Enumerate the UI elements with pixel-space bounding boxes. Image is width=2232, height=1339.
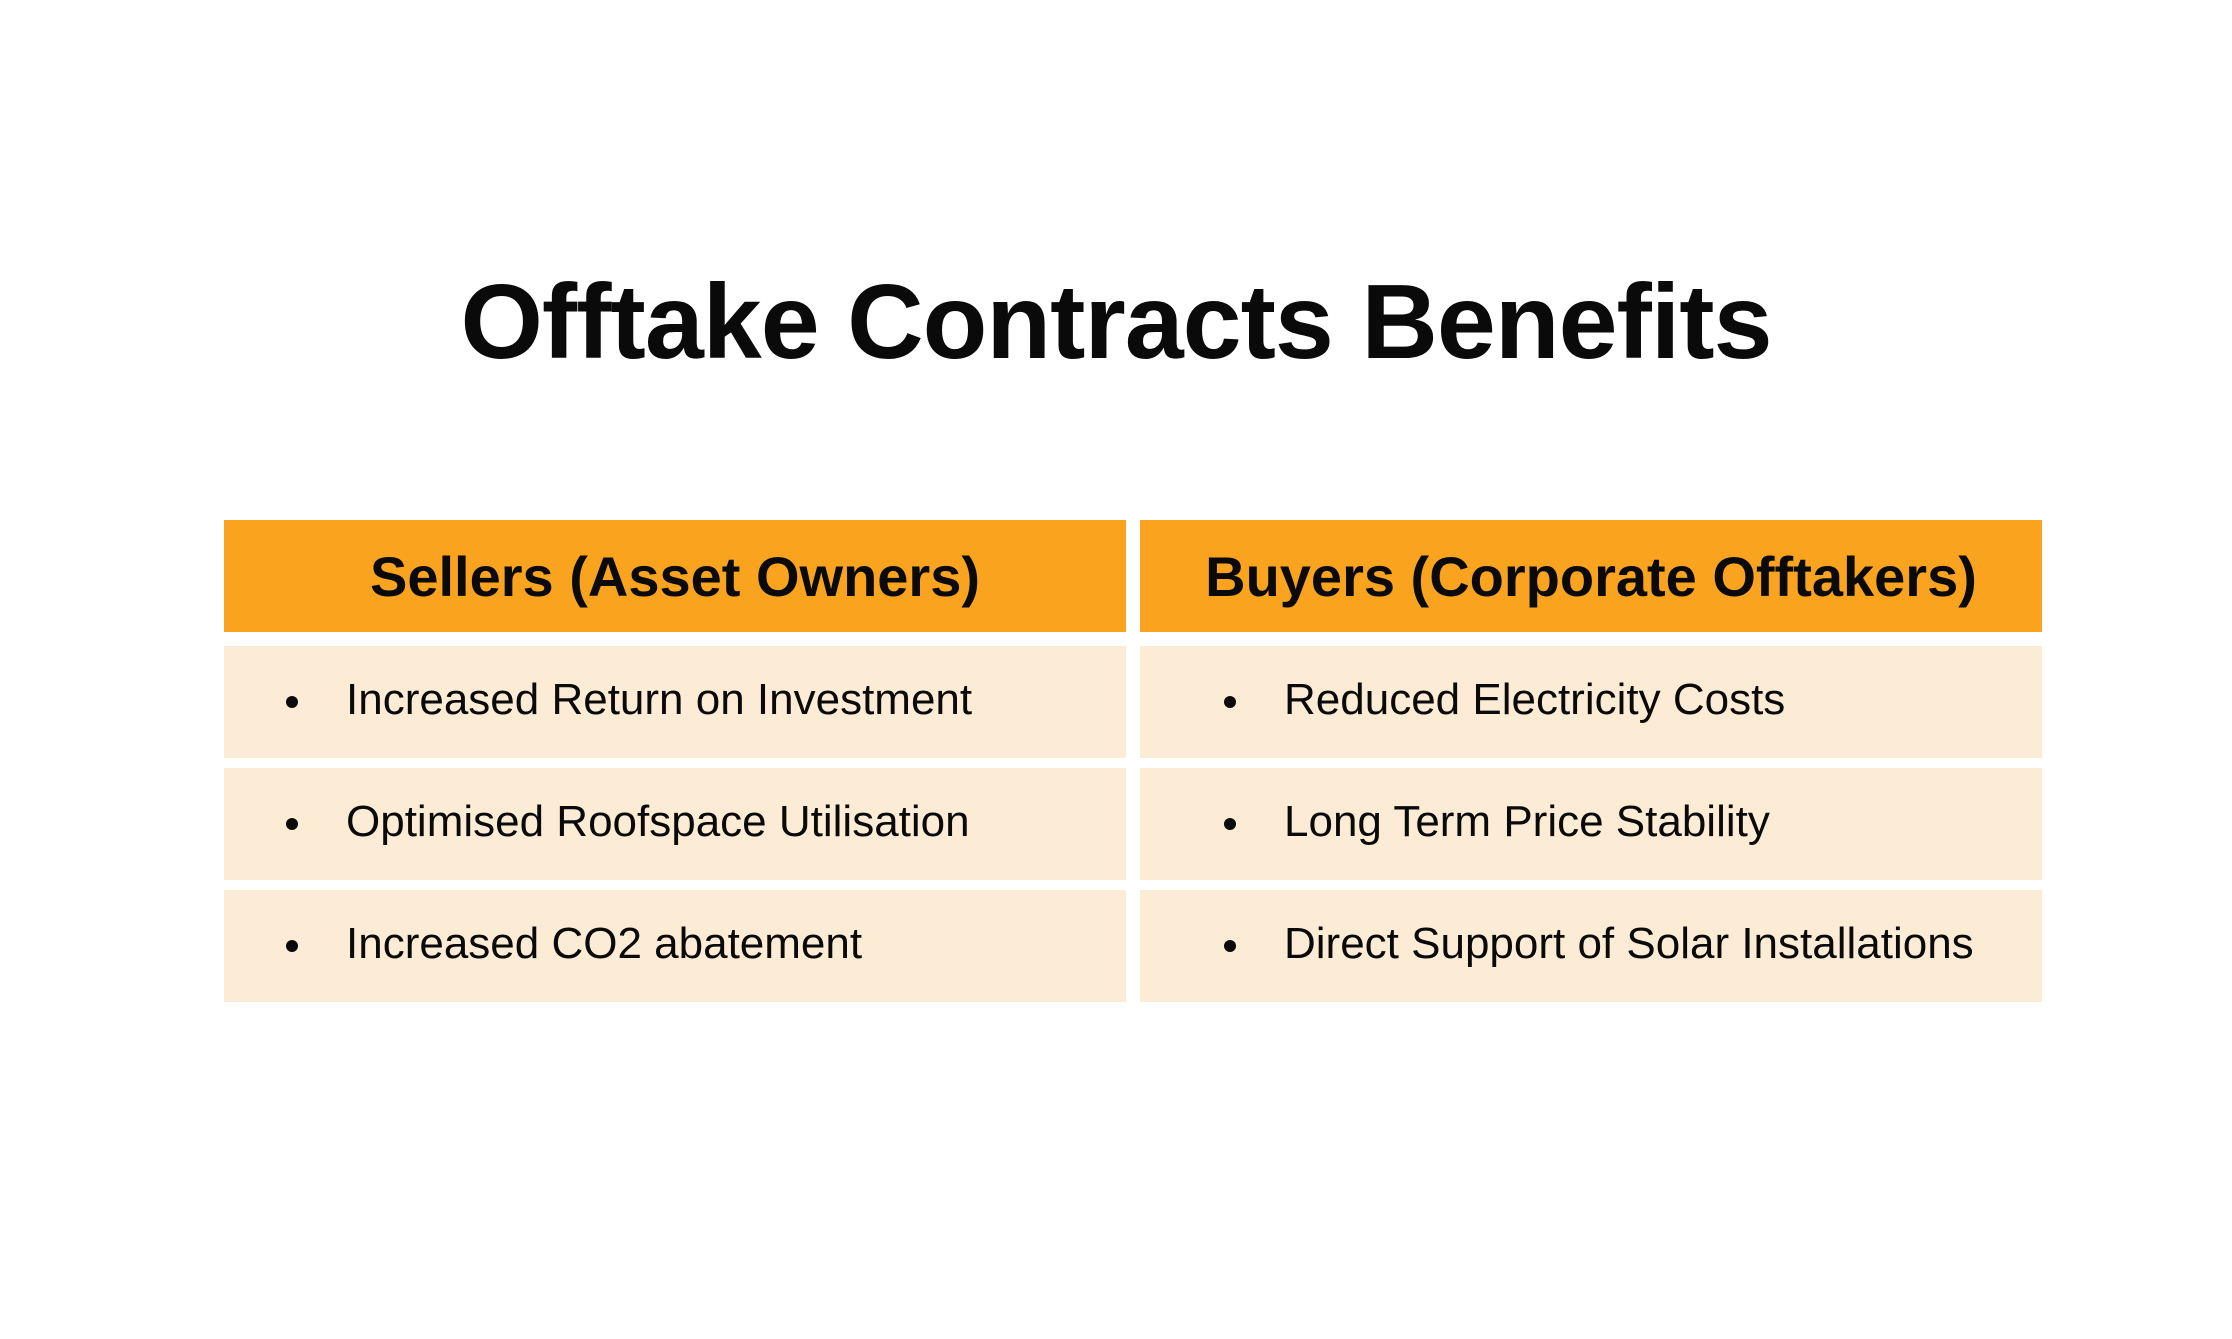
sellers-item-text: Optimised Roofspace Utilisation xyxy=(346,797,970,846)
buyers-row: Direct Support of Solar Installations xyxy=(1140,890,2042,1002)
bullet-icon xyxy=(286,696,298,708)
buyers-column: Buyers (Corporate Offtakers) Reduced Ele… xyxy=(1140,520,2042,1004)
buyers-item-text: Long Term Price Stability xyxy=(1284,797,1770,846)
bullet-icon xyxy=(286,818,298,830)
bullet-icon xyxy=(1224,940,1236,952)
page-title: Offtake Contracts Benefits xyxy=(460,263,1772,381)
buyers-item-text: Reduced Electricity Costs xyxy=(1284,675,1786,724)
buyers-row: Long Term Price Stability xyxy=(1140,768,2042,880)
buyers-row: Reduced Electricity Costs xyxy=(1140,646,2042,758)
sellers-column: Sellers (Asset Owners) Increased Return … xyxy=(224,520,1126,1004)
sellers-item-text: Increased CO2 abatement xyxy=(346,919,863,968)
buyers-header: Buyers (Corporate Offtakers) xyxy=(1140,520,2042,632)
benefits-table: Sellers (Asset Owners) Increased Return … xyxy=(224,520,2042,1004)
sellers-row: Increased Return on Investment xyxy=(224,646,1126,758)
bullet-icon xyxy=(286,940,298,952)
sellers-row: Optimised Roofspace Utilisation xyxy=(224,768,1126,880)
bullet-icon xyxy=(1224,696,1236,708)
sellers-header: Sellers (Asset Owners) xyxy=(224,520,1126,632)
sellers-item-text: Increased Return on Investment xyxy=(346,675,973,724)
buyers-item-text: Direct Support of Solar Installations xyxy=(1284,919,1974,968)
bullet-icon xyxy=(1224,818,1236,830)
sellers-row: Increased CO2 abatement xyxy=(224,890,1126,1002)
